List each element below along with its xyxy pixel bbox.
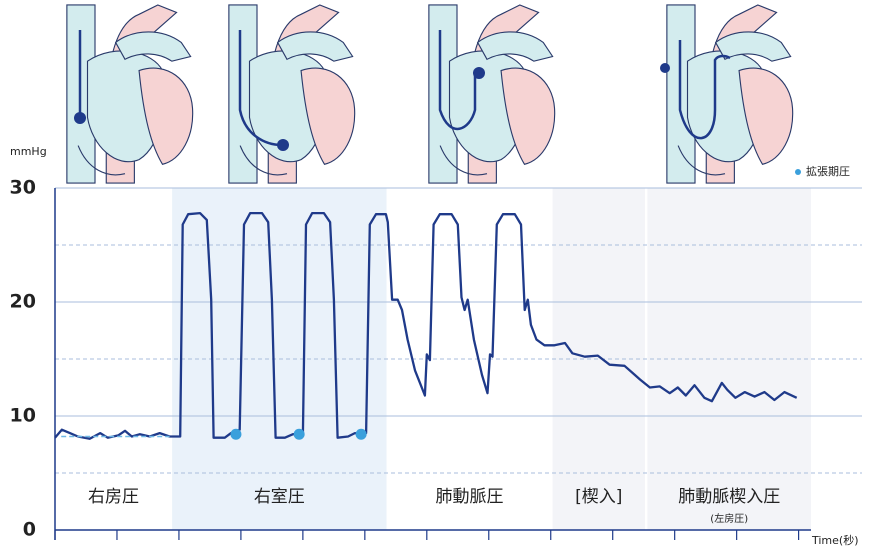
catheter bbox=[238, 30, 283, 147]
region-label: [楔入] bbox=[575, 487, 622, 507]
heart-illustration bbox=[66, 4, 194, 184]
heart-illustration bbox=[428, 4, 556, 184]
region-sublabel: (左房圧) bbox=[710, 512, 748, 525]
heart-illustration bbox=[666, 4, 794, 184]
diastolic-point bbox=[355, 428, 367, 440]
diastolic-point bbox=[230, 428, 242, 440]
y-tick-label: 30 bbox=[10, 177, 36, 199]
illustrations bbox=[66, 4, 794, 184]
y-axis-label: mmHg bbox=[10, 145, 47, 158]
catheter bbox=[438, 30, 477, 131]
region-label: 右房圧 bbox=[88, 487, 139, 507]
catheter-tip bbox=[660, 63, 670, 73]
legend-label: 拡張期圧 bbox=[806, 164, 850, 178]
region-label: 肺動脈楔入圧 bbox=[678, 487, 780, 507]
region-label: 肺動脈圧 bbox=[436, 487, 504, 507]
marks: 拡張期圧 bbox=[54, 164, 850, 440]
y-tick-label: 20 bbox=[10, 291, 36, 313]
catheter bbox=[678, 40, 731, 140]
heart-illustration bbox=[228, 4, 356, 184]
y-tick-label: 10 bbox=[10, 405, 36, 427]
catheter-tip bbox=[74, 112, 86, 124]
catheter-tip bbox=[473, 67, 485, 79]
y-tick-label: 0 bbox=[23, 519, 36, 541]
catheter-tip bbox=[277, 139, 289, 151]
pressure-line bbox=[54, 211, 798, 440]
diastolic-point bbox=[293, 428, 305, 440]
region-label: 右室圧 bbox=[254, 487, 305, 507]
x-axis-label: Time(秒) bbox=[811, 533, 859, 547]
grid: 0 10 20 30 bbox=[10, 177, 862, 541]
legend-marker bbox=[795, 169, 801, 175]
